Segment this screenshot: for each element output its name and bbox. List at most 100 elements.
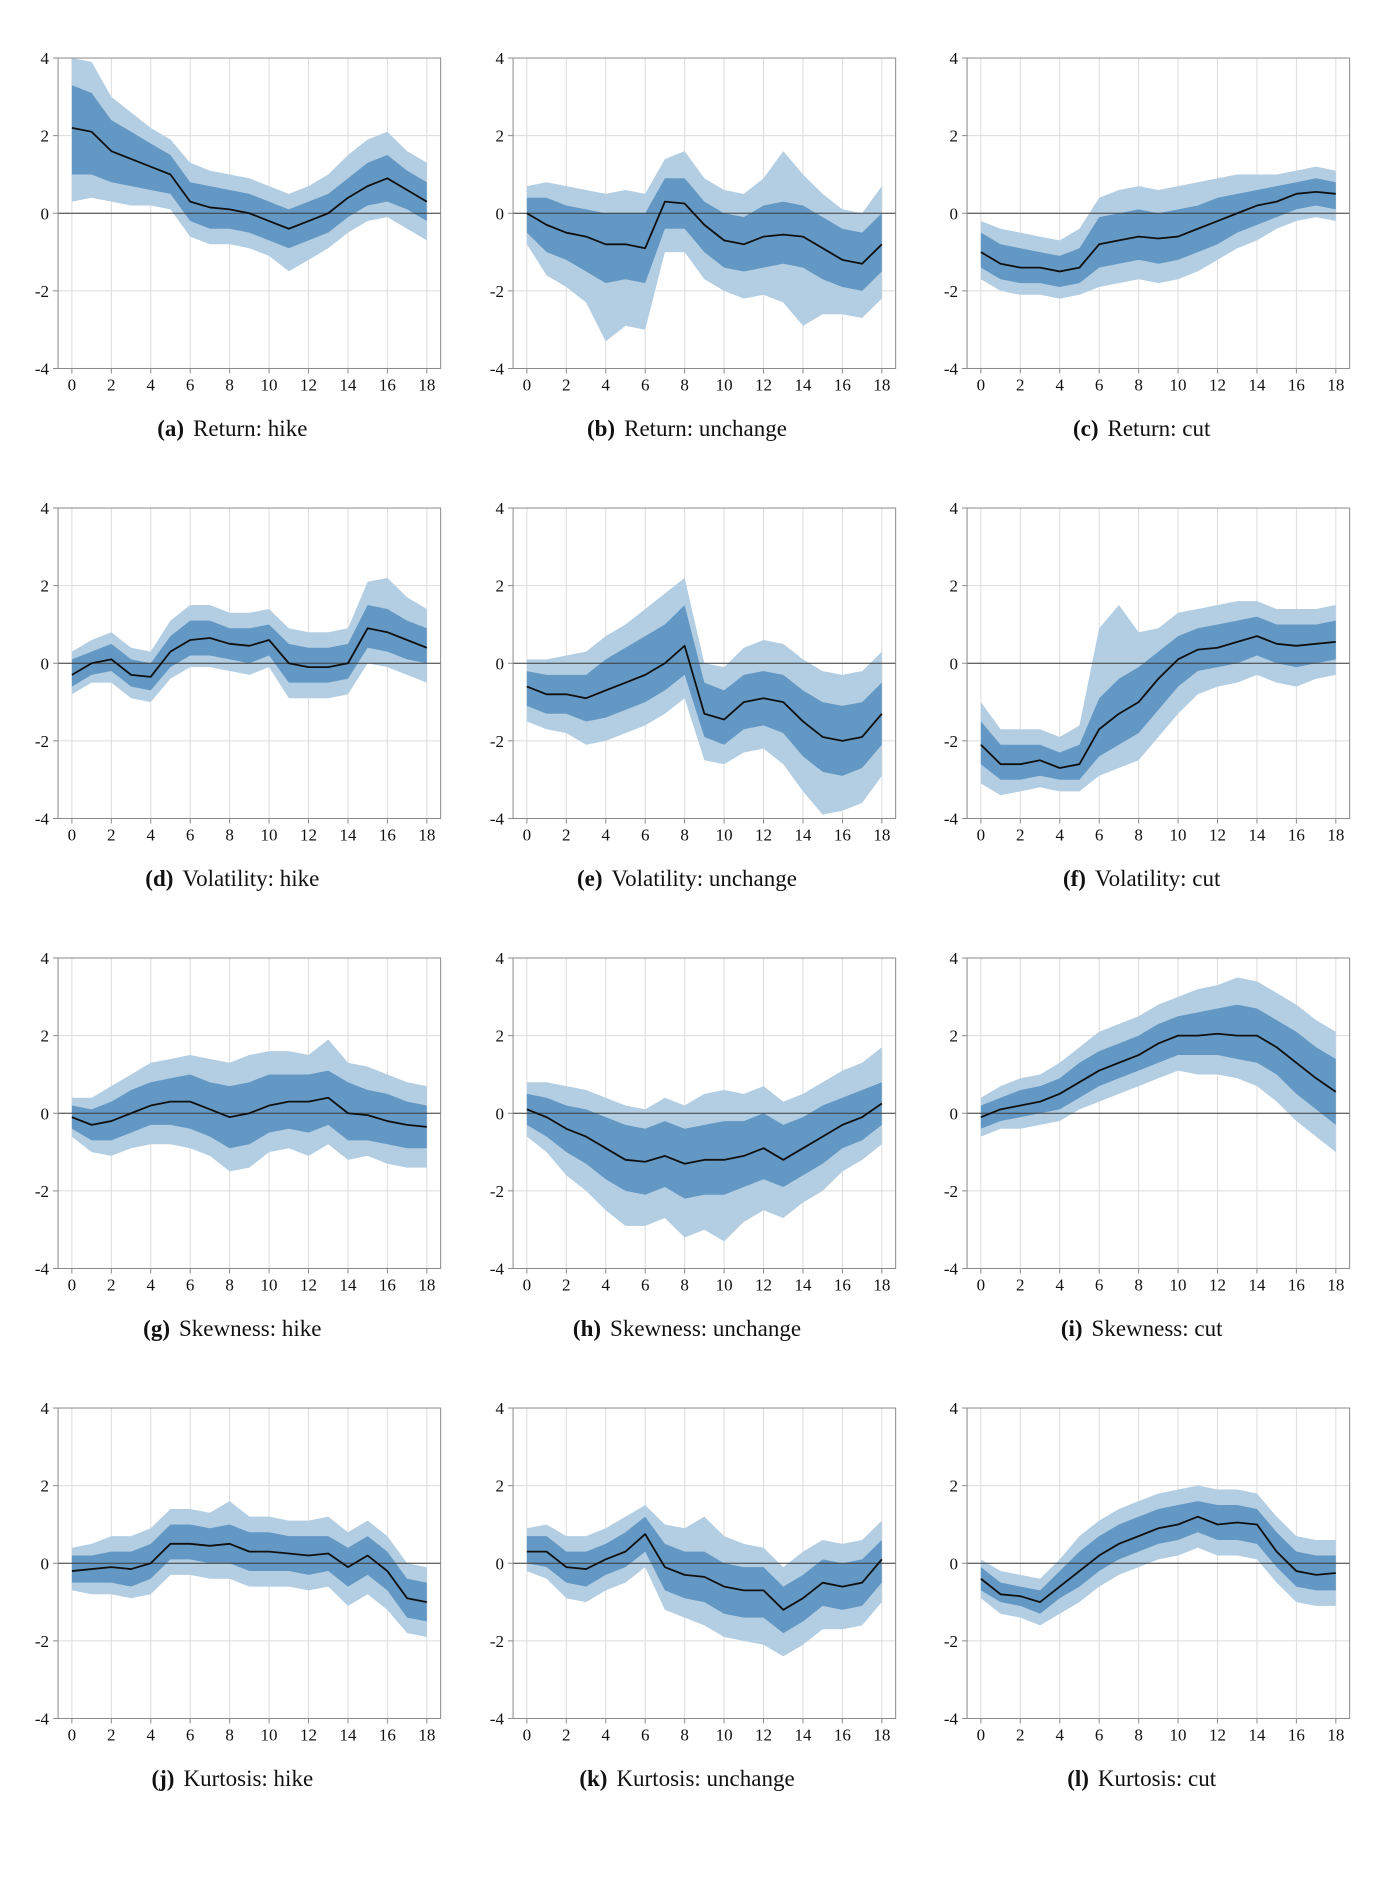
svg-text:16: 16: [834, 1726, 851, 1745]
svg-text:4: 4: [146, 826, 155, 845]
svg-text:0: 0: [950, 1105, 959, 1124]
svg-text:0: 0: [495, 204, 504, 223]
svg-text:4: 4: [495, 1399, 504, 1418]
caption-g-label: (g): [143, 1315, 170, 1341]
svg-text:-2: -2: [490, 282, 504, 301]
panel-c: 0 2 4 6 8 10 12 14 16 18 -4 -2 0 2 4 (c) Return: cut: [921, 46, 1362, 442]
svg-text:0: 0: [68, 1726, 77, 1745]
svg-text:18: 18: [418, 1726, 435, 1745]
chart-skewness-cut: 0 2 4 6 8 10 12 14 16 18 -4 -2 0 2 4: [921, 946, 1362, 1307]
svg-text:-4: -4: [490, 1710, 505, 1729]
svg-text:10: 10: [1170, 1726, 1187, 1745]
svg-text:8: 8: [680, 1726, 689, 1745]
caption-k: (k) Kurtosis: unchange: [579, 1765, 794, 1793]
svg-text:18: 18: [873, 1726, 890, 1745]
svg-text:0: 0: [41, 204, 50, 223]
svg-text:8: 8: [225, 1726, 234, 1745]
figure-grid: 0 2 4 6 8 10 12 14 16 18 -4 -2 0 2 4 (a) Return: hike 0…: [12, 46, 1362, 1793]
panel-b: 0 2 4 6 8 10 12 14 16 18 -4 -2 0 2 4 (b) Return: unchan…: [467, 46, 908, 442]
svg-text:14: 14: [1249, 1276, 1267, 1295]
chart-svg: 0 2 4 6 8 10 12 14 16 18 -4 -2 0 2 4: [944, 499, 1351, 845]
svg-text:18: 18: [1328, 1726, 1345, 1745]
svg-text:12: 12: [300, 1276, 317, 1295]
svg-text:4: 4: [495, 49, 504, 68]
svg-text:0: 0: [68, 376, 77, 395]
svg-text:12: 12: [1209, 826, 1226, 845]
svg-text:6: 6: [641, 376, 650, 395]
caption-e: (e) Volatility: unchange: [577, 865, 797, 893]
svg-text:-4: -4: [944, 810, 959, 829]
svg-text:4: 4: [41, 49, 50, 68]
caption-b-text: Return: unchange: [624, 415, 787, 441]
chart-svg: 0 2 4 6 8 10 12 14 16 18 -4 -2 0 2 4: [35, 1399, 442, 1745]
panel-a: 0 2 4 6 8 10 12 14 16 18 -4 -2 0 2 4 (a) Return: hike: [12, 46, 453, 442]
caption-f: (f) Volatility: cut: [1063, 865, 1220, 893]
svg-text:2: 2: [107, 376, 116, 395]
caption-b-label: (b): [586, 415, 616, 441]
svg-text:18: 18: [1328, 1276, 1345, 1295]
svg-text:0: 0: [522, 376, 531, 395]
caption-g: (g) Skewness: hike: [143, 1315, 321, 1343]
svg-text:0: 0: [950, 654, 959, 673]
svg-text:14: 14: [339, 376, 357, 395]
svg-text:18: 18: [418, 1276, 435, 1295]
svg-text:0: 0: [68, 1276, 77, 1295]
svg-text:10: 10: [261, 1276, 278, 1295]
svg-text:-2: -2: [35, 1182, 49, 1201]
svg-text:-4: -4: [944, 359, 959, 378]
panel-l: 0 2 4 6 8 10 12 14 16 18 -4 -2 0 2 4 (l) Kurtosis: cut: [921, 1396, 1362, 1792]
svg-text:-4: -4: [944, 1710, 959, 1729]
svg-text:2: 2: [562, 826, 571, 845]
svg-text:4: 4: [41, 499, 50, 518]
svg-text:4: 4: [601, 826, 610, 845]
svg-text:16: 16: [1288, 1726, 1305, 1745]
caption-j-text: Kurtosis: hike: [183, 1765, 314, 1791]
chart-volatility-hike: 0 2 4 6 8 10 12 14 16 18 -4 -2 0 2 4: [12, 496, 453, 857]
svg-text:10: 10: [715, 376, 732, 395]
svg-text:10: 10: [715, 1276, 732, 1295]
svg-text:4: 4: [1056, 376, 1065, 395]
svg-text:14: 14: [339, 826, 357, 845]
svg-text:18: 18: [873, 826, 890, 845]
svg-text:18: 18: [873, 1276, 890, 1295]
svg-text:12: 12: [755, 1276, 772, 1295]
svg-text:2: 2: [495, 127, 504, 146]
panel-i: 0 2 4 6 8 10 12 14 16 18 -4 -2 0 2 4 (i) Skewness: cut: [921, 946, 1362, 1342]
svg-text:2: 2: [1016, 1276, 1025, 1295]
svg-text:-2: -2: [490, 732, 504, 751]
svg-text:2: 2: [1016, 376, 1025, 395]
caption-c-text: Return: cut: [1107, 415, 1211, 441]
svg-text:0: 0: [495, 1555, 504, 1574]
panel-e: 0 2 4 6 8 10 12 14 16 18 -4 -2 0 2 4 (e) Volatility: un…: [467, 496, 908, 892]
svg-text:12: 12: [1209, 1726, 1226, 1745]
svg-text:4: 4: [1056, 1276, 1065, 1295]
svg-text:2: 2: [41, 1477, 50, 1496]
svg-text:0: 0: [522, 1726, 531, 1745]
svg-text:6: 6: [186, 1726, 195, 1745]
svg-text:14: 14: [794, 1276, 812, 1295]
svg-text:4: 4: [601, 376, 610, 395]
chart-svg: 0 2 4 6 8 10 12 14 16 18 -4 -2 0 2 4: [35, 499, 442, 845]
svg-text:4: 4: [1056, 1726, 1065, 1745]
panel-f: 0 2 4 6 8 10 12 14 16 18 -4 -2 0 2 4 (f) Volatility: cu…: [921, 496, 1362, 892]
chart-volatility-cut: 0 2 4 6 8 10 12 14 16 18 -4 -2 0 2 4: [921, 496, 1362, 857]
caption-c: (c) Return: cut: [1073, 415, 1210, 443]
svg-text:0: 0: [68, 826, 77, 845]
svg-text:-2: -2: [944, 1632, 958, 1651]
svg-text:2: 2: [950, 127, 959, 146]
svg-text:2: 2: [41, 1027, 50, 1046]
figure-page: 0 2 4 6 8 10 12 14 16 18 -4 -2 0 2 4 (a) Return: hike 0…: [12, 46, 1362, 1793]
svg-text:-2: -2: [35, 282, 49, 301]
svg-text:2: 2: [107, 1726, 116, 1745]
svg-text:2: 2: [41, 577, 50, 596]
svg-text:8: 8: [225, 826, 234, 845]
svg-text:16: 16: [379, 376, 396, 395]
svg-text:0: 0: [41, 654, 50, 673]
caption-a-text: Return: hike: [193, 415, 308, 441]
svg-text:-4: -4: [490, 359, 505, 378]
caption-i-text: Skewness: cut: [1091, 1315, 1223, 1341]
svg-text:16: 16: [834, 1276, 851, 1295]
svg-text:2: 2: [41, 127, 50, 146]
svg-text:4: 4: [601, 1276, 610, 1295]
svg-text:2: 2: [495, 1477, 504, 1496]
